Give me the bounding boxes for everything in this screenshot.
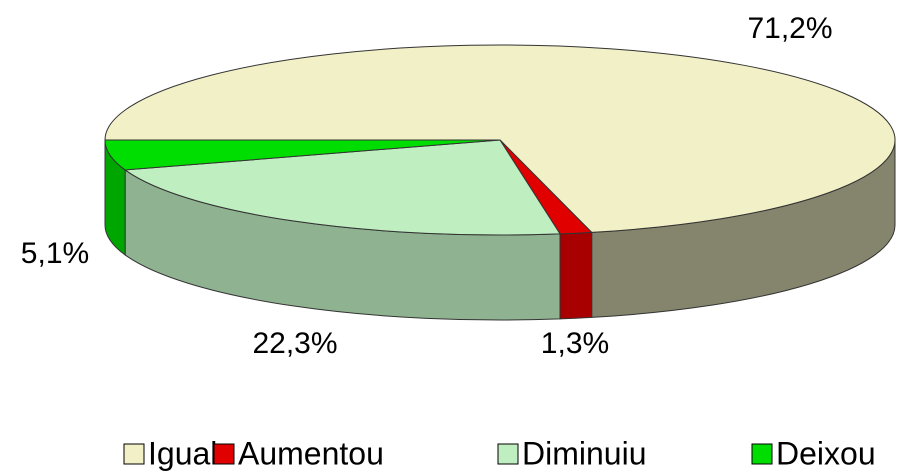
data-label: 71,2% [747,12,832,45]
data-label: 22,3% [252,327,337,360]
legend-label: Deixou [776,435,876,471]
legend-label: Igual [148,435,217,471]
legend-swatch [213,443,235,465]
data-label: 1,3% [541,327,609,360]
legend-swatch [751,443,773,465]
data-label: 5,1% [21,237,89,270]
pie-slice [104,44,896,233]
pie-slice [104,139,501,171]
legend-swatch [497,443,519,465]
legend-label: Aumentou [238,435,384,471]
pie-side [559,231,593,320]
pie-slice [123,139,561,236]
legend-swatch [123,443,145,465]
legend-label: Diminuiu [522,435,646,471]
